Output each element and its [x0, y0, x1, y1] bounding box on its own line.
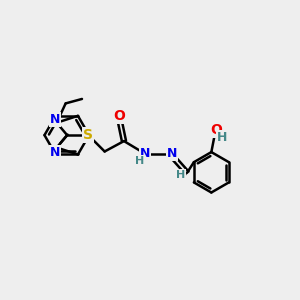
Text: H: H: [176, 170, 185, 180]
Text: N: N: [50, 146, 60, 158]
Text: O: O: [211, 123, 222, 137]
Text: N: N: [140, 147, 150, 160]
Text: N: N: [50, 113, 60, 126]
Text: S: S: [83, 128, 93, 142]
Text: O: O: [114, 109, 125, 123]
Text: H: H: [135, 156, 144, 166]
Text: H: H: [217, 131, 227, 144]
Text: N: N: [167, 147, 177, 160]
